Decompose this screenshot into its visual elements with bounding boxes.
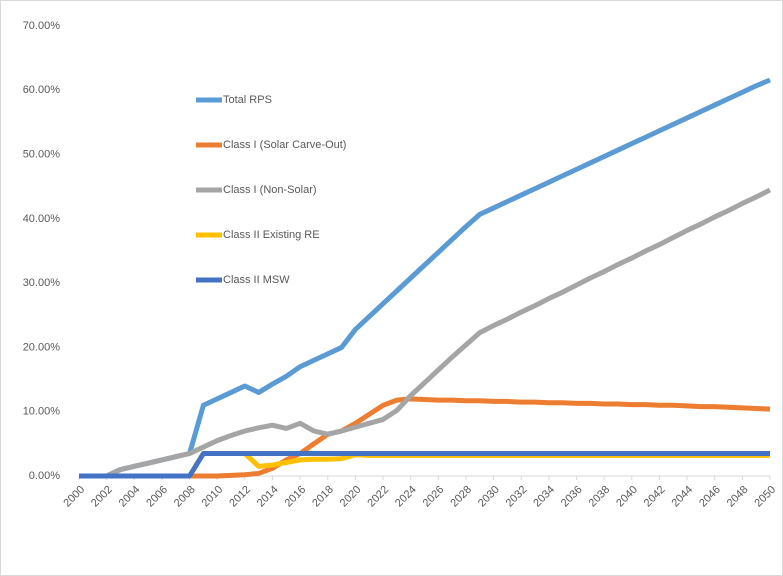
- legend-label: Class II Existing RE: [223, 229, 320, 241]
- series-line: [79, 187, 772, 479]
- y-tick-label: 20.00%: [23, 341, 61, 353]
- y-tick-label: 50.00%: [23, 148, 61, 160]
- legend-label: Class II MSW: [223, 274, 290, 286]
- y-tick-label: 30.00%: [23, 277, 61, 289]
- y-tick-label: 60.00%: [23, 84, 61, 96]
- series-line: [79, 77, 771, 479]
- legend-label: Total RPS: [223, 94, 272, 106]
- y-tick-label: 70.00%: [23, 20, 61, 32]
- series-line: [79, 451, 770, 479]
- y-tick-label: 10.00%: [23, 406, 61, 418]
- legend-label: Class I (Non-Solar): [223, 184, 317, 196]
- series-line: [79, 396, 771, 479]
- y-tick-label: 40.00%: [23, 213, 61, 225]
- legend-label: Class I (Solar Carve-Out): [223, 139, 346, 151]
- y-tick-label: 0.00%: [29, 470, 60, 482]
